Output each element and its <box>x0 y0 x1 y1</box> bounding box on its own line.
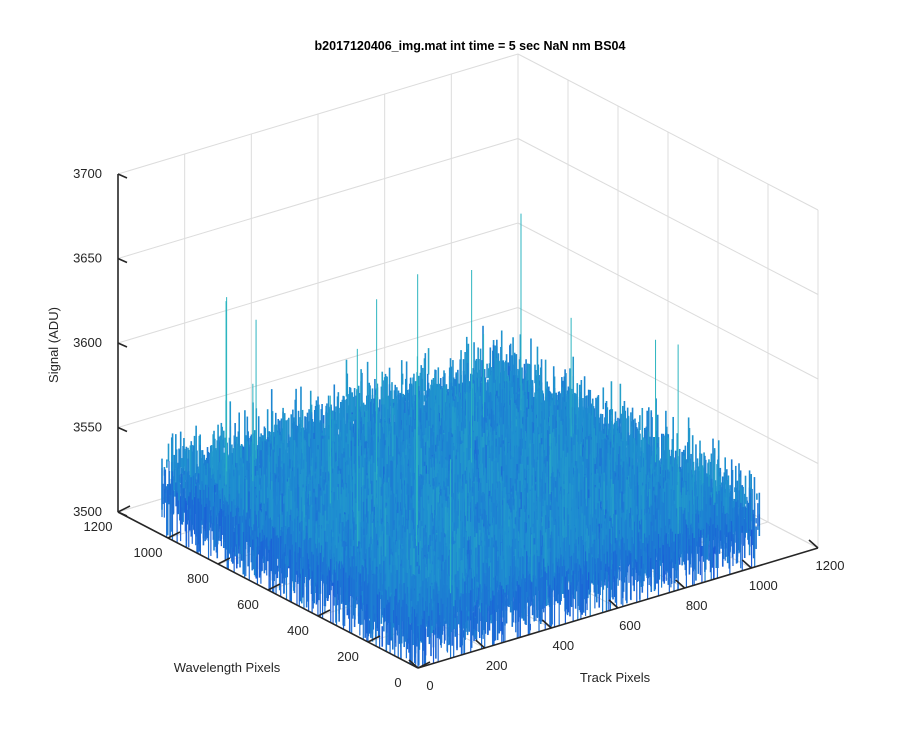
grid-line-wall-z <box>517 138 819 295</box>
grid-line-wall-z <box>117 53 519 175</box>
grid-line-wall-z <box>117 307 519 428</box>
surface-mesh <box>161 213 761 668</box>
grid-line-wall-z <box>117 138 519 259</box>
grid-line-wall-z <box>517 222 819 380</box>
grid-line-wall-z <box>517 307 819 464</box>
grid-line-wall-z <box>117 222 519 344</box>
grid-line-wall-z <box>517 53 819 211</box>
